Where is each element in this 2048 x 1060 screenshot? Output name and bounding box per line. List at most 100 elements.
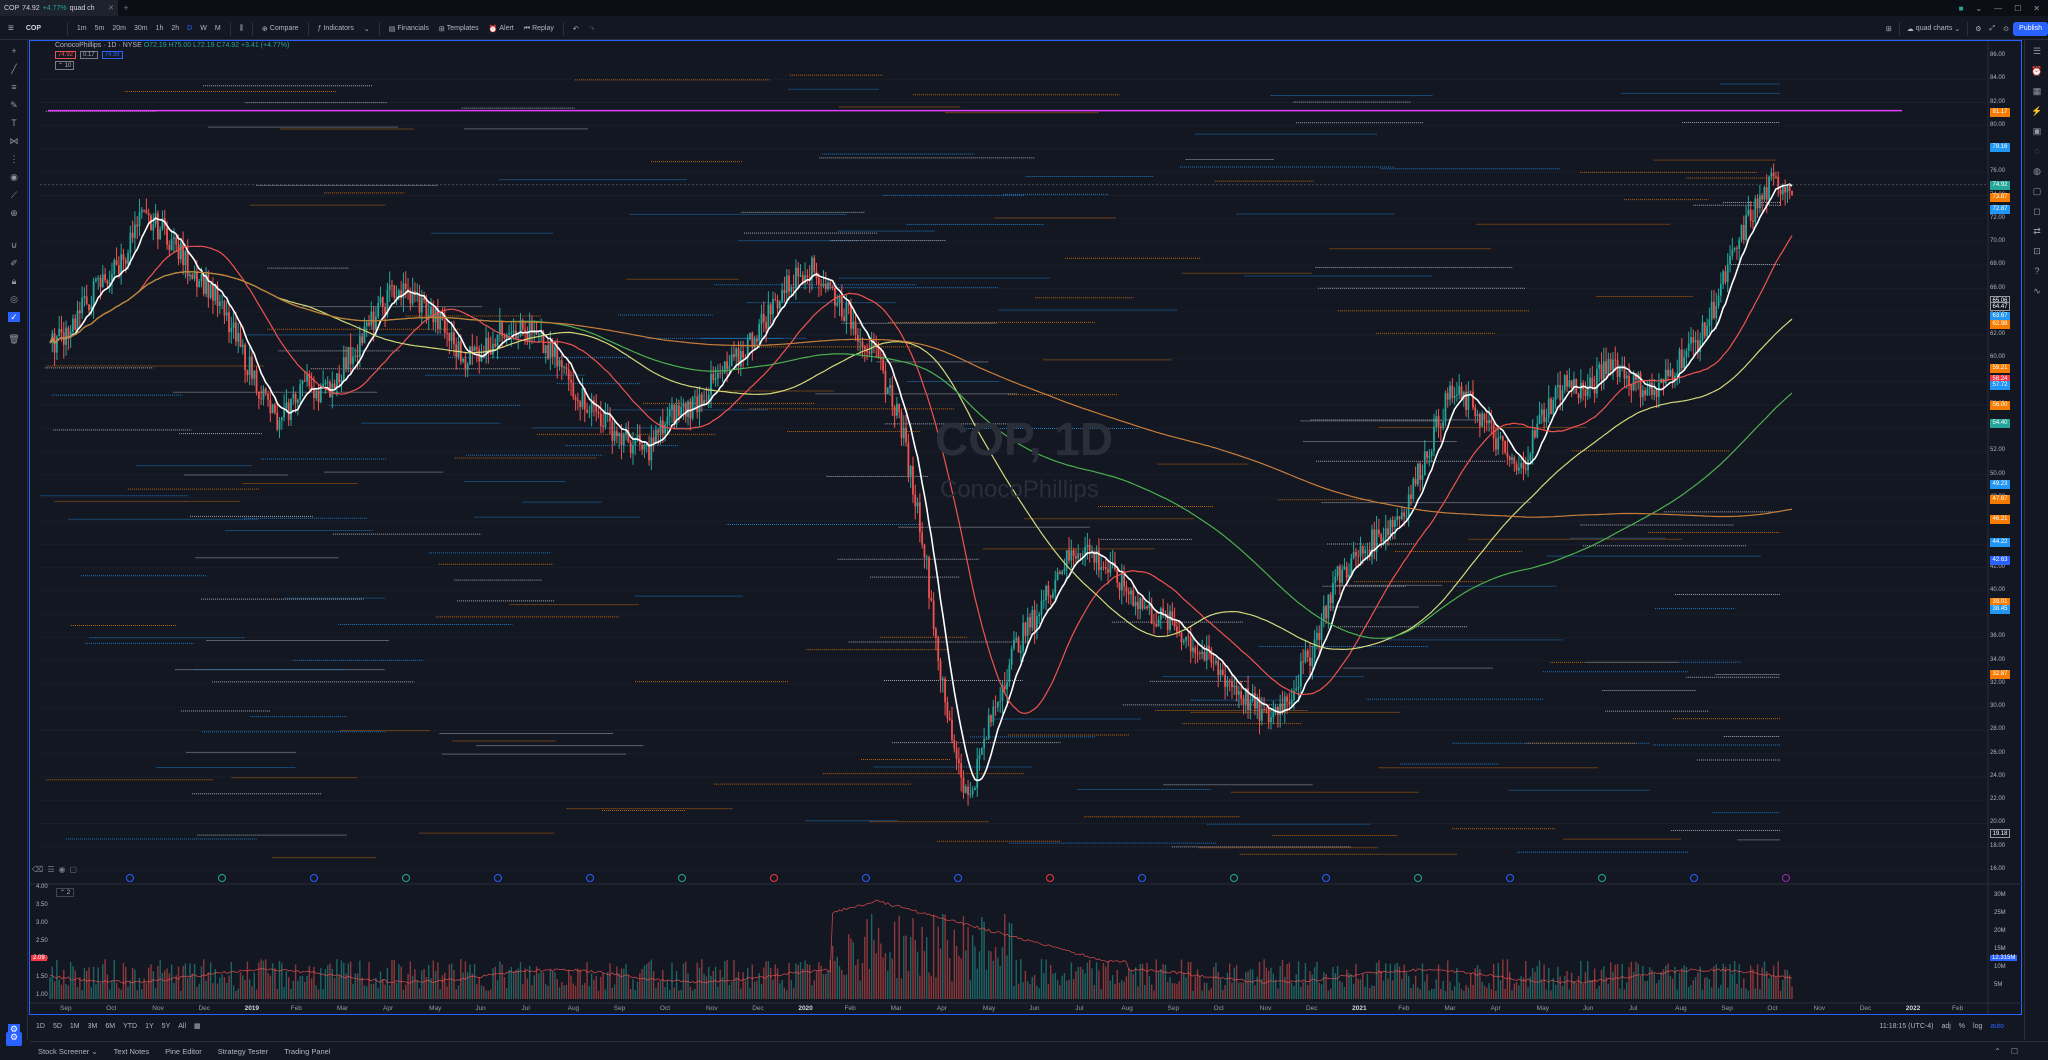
eraser-icon[interactable]: ⌫ — [32, 865, 44, 874]
pulse-icon[interactable]: ∿ — [2033, 286, 2041, 296]
tab-strategy-tester[interactable]: Strategy Tester — [217, 1046, 269, 1056]
interval-1h[interactable]: 1h — [155, 25, 164, 32]
symbol-search[interactable]: COP — [25, 25, 42, 32]
alert-button[interactable]: ⏰ Alert — [488, 25, 514, 33]
hotlist-icon[interactable]: ⚙ — [8, 1024, 20, 1034]
interval-2h[interactable]: 2h — [171, 25, 180, 32]
timeframe-6M[interactable]: 6M — [105, 1022, 116, 1030]
watchlist-icon[interactable]: ☰ — [2032, 46, 2042, 56]
pencil-lock-icon[interactable]: ✐ — [10, 258, 18, 268]
timeframe-3M[interactable]: 3M — [87, 1022, 98, 1030]
redo-icon[interactable]: ↷ — [588, 25, 595, 33]
scale-log[interactable]: log — [1973, 1022, 1983, 1030]
interval-1m[interactable]: 1m — [76, 25, 87, 32]
order-panel-icon[interactable]: ⇄ — [2033, 226, 2041, 236]
scale-percent[interactable]: % — [1958, 1022, 1966, 1030]
interval-M[interactable]: M — [214, 25, 221, 32]
chevron-down-icon[interactable]: ⌄ — [1975, 3, 1983, 13]
legend-pill[interactable]: 74.99 — [101, 51, 123, 59]
templates-button[interactable]: ⊞ Templates — [438, 25, 479, 33]
text-tool-icon[interactable]: T — [11, 118, 17, 128]
tab-trading-panel[interactable]: Trading Panel — [284, 1046, 331, 1056]
collapse-panel-icon[interactable]: ⌃ — [1994, 1046, 2001, 1056]
account-icon[interactable]: ■ — [1958, 3, 1964, 13]
timeframe-5D[interactable]: 5D — [52, 1022, 62, 1030]
candle-body — [703, 400, 706, 406]
dom-icon[interactable]: ⊡ — [2033, 246, 2041, 256]
zoom-in-icon[interactable]: ⊕ — [10, 208, 18, 218]
streams-icon[interactable]: ◍ — [2033, 166, 2041, 176]
new-tab-icon[interactable]: + — [123, 3, 129, 13]
fib-icon[interactable]: ⋮ — [9, 154, 19, 164]
financials-button[interactable]: ▤ Financials — [388, 25, 429, 33]
crosshair-icon[interactable]: + — [11, 46, 17, 56]
tab-stock-screener[interactable]: Stock Screener ⌄ — [38, 1046, 98, 1056]
publish-button[interactable]: Publish — [2013, 21, 2048, 36]
candle-body — [168, 244, 171, 251]
candle-type-icon[interactable]: ⫼ — [239, 24, 243, 32]
help-icon[interactable]: ? — [2034, 266, 2040, 276]
layout-grid-icon[interactable]: ⊞ — [1885, 25, 1892, 33]
scale-auto[interactable]: auto — [1990, 1022, 2004, 1030]
indicators-dropdown-icon[interactable]: ⌄ — [363, 25, 370, 33]
timeframe-1D[interactable]: 1D — [36, 1022, 45, 1030]
close-tab-icon[interactable]: ✕ — [108, 5, 114, 12]
minimize-icon[interactable]: — — [1994, 3, 2003, 13]
go-to-date-icon[interactable]: ▦ — [194, 1023, 201, 1030]
collapse-indicators-button[interactable]: ⌃ 10 — [55, 61, 75, 70]
favorites-icon[interactable]: ✓ — [8, 312, 20, 322]
data-window-icon[interactable]: ▦ — [2032, 86, 2042, 96]
timeframe-YTD[interactable]: YTD — [123, 1022, 138, 1030]
calendar-icon[interactable]: ▣ — [2032, 126, 2042, 136]
interval-W[interactable]: W — [200, 25, 207, 32]
close-window-icon[interactable]: ✕ — [2033, 3, 2040, 13]
brush-icon[interactable]: ✎ — [10, 100, 18, 110]
legend-pill[interactable]: 0.17 — [79, 51, 98, 59]
layout-name-button[interactable]: ☁ quad charts ⌄ — [1906, 25, 1961, 33]
lines-icon[interactable]: ☰ — [47, 865, 55, 874]
settings-gear-icon[interactable]: ⚙ — [1975, 25, 1982, 33]
lock-icon[interactable]: 🔒︎ — [11, 276, 17, 286]
interval-30m[interactable]: 30m — [133, 25, 148, 32]
frame-icon[interactable]: ▢ — [69, 865, 78, 874]
hotkey-icon[interactable]: ⚙ — [6, 1032, 22, 1046]
ideas-icon[interactable]: ◌ — [2034, 146, 2040, 156]
eye-icon[interactable]: ◉ — [10, 172, 18, 182]
replay-button[interactable]: ⏮ Replay — [523, 24, 554, 33]
horizontal-lines-icon[interactable]: ≡ — [11, 82, 17, 92]
chart-tab[interactable]: COP 74.92 +4.77% quad ch ✕ — [0, 0, 118, 16]
indicators-button[interactable]: ƒ Indicators — [317, 25, 354, 32]
undo-icon[interactable]: ↶ — [572, 25, 579, 33]
chats-icon[interactable]: ▢ — [2032, 186, 2042, 196]
interval-20m[interactable]: 20m — [112, 25, 126, 32]
fullscreen-icon[interactable]: ⤢ — [1989, 24, 1996, 32]
magnet-icon[interactable]: ⊍ — [10, 240, 18, 250]
pane-label[interactable]: ⌃ 2 — [56, 888, 75, 897]
trash-icon[interactable]: 🗑︎ — [8, 334, 20, 344]
ruler-icon[interactable]: ⟋ — [10, 190, 18, 200]
interval-5m[interactable]: 5m — [94, 25, 105, 32]
compare-button[interactable]: ⊕ Compare — [261, 25, 299, 33]
timeframe-1Y[interactable]: 1Y — [145, 1022, 154, 1030]
eye-small-icon[interactable]: ◉ — [58, 865, 66, 874]
scale-adj[interactable]: adj — [1941, 1022, 1951, 1030]
maximize-icon[interactable]: ☐ — [2014, 3, 2022, 13]
pattern-icon[interactable]: ⋈ — [9, 136, 19, 146]
visibility-icon[interactable]: ◎ — [10, 294, 18, 304]
trendline-icon[interactable]: ╱ — [11, 64, 17, 74]
timeframe-1M[interactable]: 1M — [69, 1022, 80, 1030]
candle-body — [1531, 430, 1534, 454]
timeframe-5Y[interactable]: 5Y — [161, 1022, 171, 1030]
tab-text-notes[interactable]: Text Notes — [113, 1046, 150, 1056]
notifications-icon[interactable]: ◻ — [2033, 206, 2041, 216]
legend-pill[interactable]: 74.92 — [55, 51, 77, 59]
menu-icon[interactable]: ≡ — [8, 23, 14, 34]
maximize-panel-icon[interactable]: ☐ — [2010, 1046, 2018, 1056]
interval-D[interactable]: D — [187, 25, 193, 32]
tab-pine-editor[interactable]: Pine Editor — [165, 1046, 202, 1056]
camera-icon[interactable]: ⊙ — [2003, 25, 2010, 33]
price-chart[interactable] — [30, 41, 2022, 1014]
hotlists-icon[interactable]: ⚡ — [2031, 106, 2043, 116]
alerts-clock-icon[interactable]: ⏰ — [2031, 66, 2043, 76]
timeframe-All[interactable]: All — [178, 1022, 187, 1030]
